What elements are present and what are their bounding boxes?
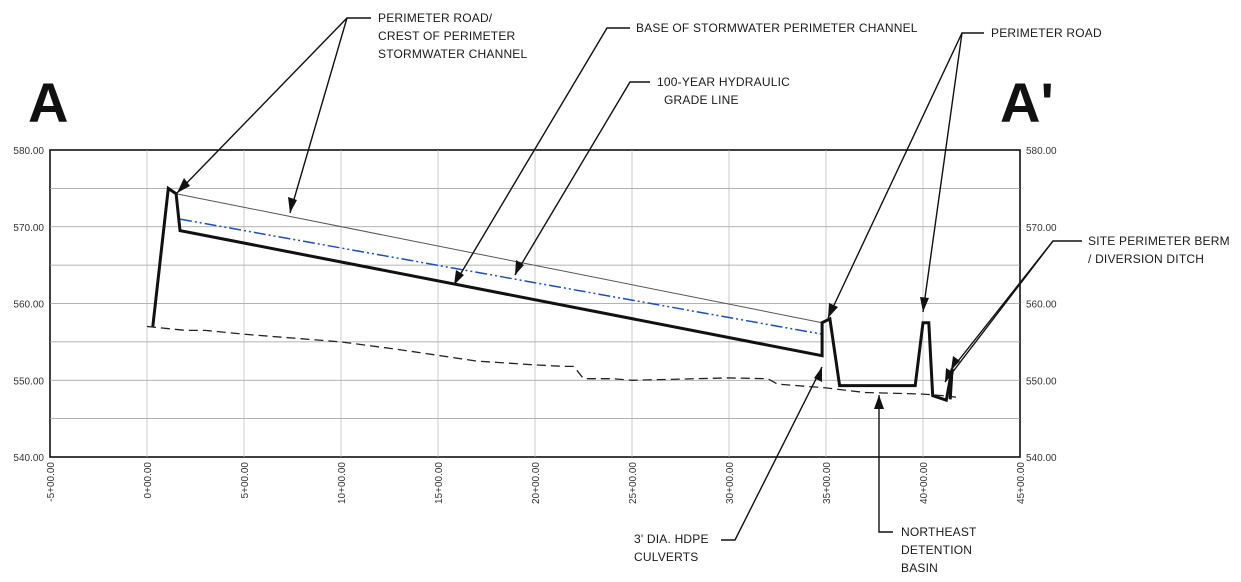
x-tick-label: 30+00.00 bbox=[725, 462, 736, 504]
callout-perimeter-road-crest: PERIMETER ROAD/ CREST OF PERIMETER STORM… bbox=[378, 11, 528, 61]
y-tick-label-right: 570.00 bbox=[1026, 223, 1057, 234]
channel-crest-line bbox=[176, 193, 823, 324]
y-tick-label-left: 560.00 bbox=[13, 300, 44, 311]
section-mark-right: A' bbox=[1000, 71, 1054, 134]
y-tick-label-left: 580.00 bbox=[13, 146, 44, 157]
leader-base-channel bbox=[453, 27, 630, 286]
x-tick-label: 20+00.00 bbox=[531, 462, 542, 504]
x-tick-label: 35+00.00 bbox=[822, 462, 833, 504]
leader-berm-b bbox=[950, 240, 1054, 371]
x-tick-label: 45+00.00 bbox=[1016, 462, 1027, 504]
y-tick-label-left: 540.00 bbox=[13, 453, 44, 464]
x-tick-label: 0+00.00 bbox=[143, 462, 154, 499]
y-tick-label-left: 550.00 bbox=[13, 376, 44, 387]
leader-crest-to-road bbox=[176, 17, 371, 194]
x-tick-label: 10+00.00 bbox=[337, 462, 348, 504]
x-tick-label: 25+00.00 bbox=[628, 462, 639, 504]
callout-base-of-channel: BASE OF STORMWATER PERIMETER CHANNEL bbox=[636, 21, 918, 35]
callout-detention-basin: NORTHEAST DETENTION BASIN bbox=[901, 525, 980, 575]
y-tick-label-right: 560.00 bbox=[1026, 300, 1057, 311]
leader-berm-a bbox=[944, 240, 1082, 383]
section-mark-left: A bbox=[28, 71, 68, 134]
y-axis-left: 580.00 570.00 560.00 550.00 540.00 bbox=[13, 146, 44, 464]
callout-perimeter-road: PERIMETER ROAD bbox=[991, 26, 1102, 40]
x-tick-label: 5+00.00 bbox=[240, 462, 251, 499]
y-tick-label-right: 580.00 bbox=[1026, 146, 1057, 157]
hgl-100yr-line bbox=[179, 218, 823, 335]
callout-100yr-hgl: 100-YEAR HYDRAULIC GRADE LINE bbox=[657, 75, 794, 107]
leader-crest-to-channel bbox=[289, 17, 348, 214]
leader-hgl bbox=[514, 81, 650, 276]
leader-basin bbox=[878, 395, 893, 533]
x-tick-label: -5+00.00 bbox=[46, 462, 57, 502]
existing-ground-line bbox=[146, 325, 957, 398]
x-tick-label: 15+00.00 bbox=[434, 462, 445, 504]
leader-lines bbox=[176, 17, 1082, 541]
y-tick-label-left: 570.00 bbox=[13, 223, 44, 234]
callout-hdpe-culverts: 3' DIA. HDPE CULVERTS bbox=[634, 532, 712, 564]
channel-base-line bbox=[151, 185, 954, 403]
y-tick-label-right: 540.00 bbox=[1026, 453, 1057, 464]
y-axis-right: 580.00 570.00 560.00 550.00 540.00 bbox=[1026, 146, 1057, 464]
y-tick-label-right: 550.00 bbox=[1026, 376, 1057, 387]
leader-road-right bbox=[922, 32, 963, 313]
x-axis-stations: -5+00.00 0+00.00 5+00.00 10+00.00 15+00.00 20… bbox=[46, 462, 1027, 504]
x-tick-label: 40+00.00 bbox=[919, 462, 930, 504]
leader-road-left bbox=[827, 32, 984, 319]
arrowheads bbox=[177, 178, 960, 409]
callout-site-perimeter-berm: SITE PERIMETER BERM / DIVERSION DITCH bbox=[1088, 234, 1233, 266]
grid-lines bbox=[50, 150, 1020, 457]
leader-culverts bbox=[721, 366, 823, 541]
